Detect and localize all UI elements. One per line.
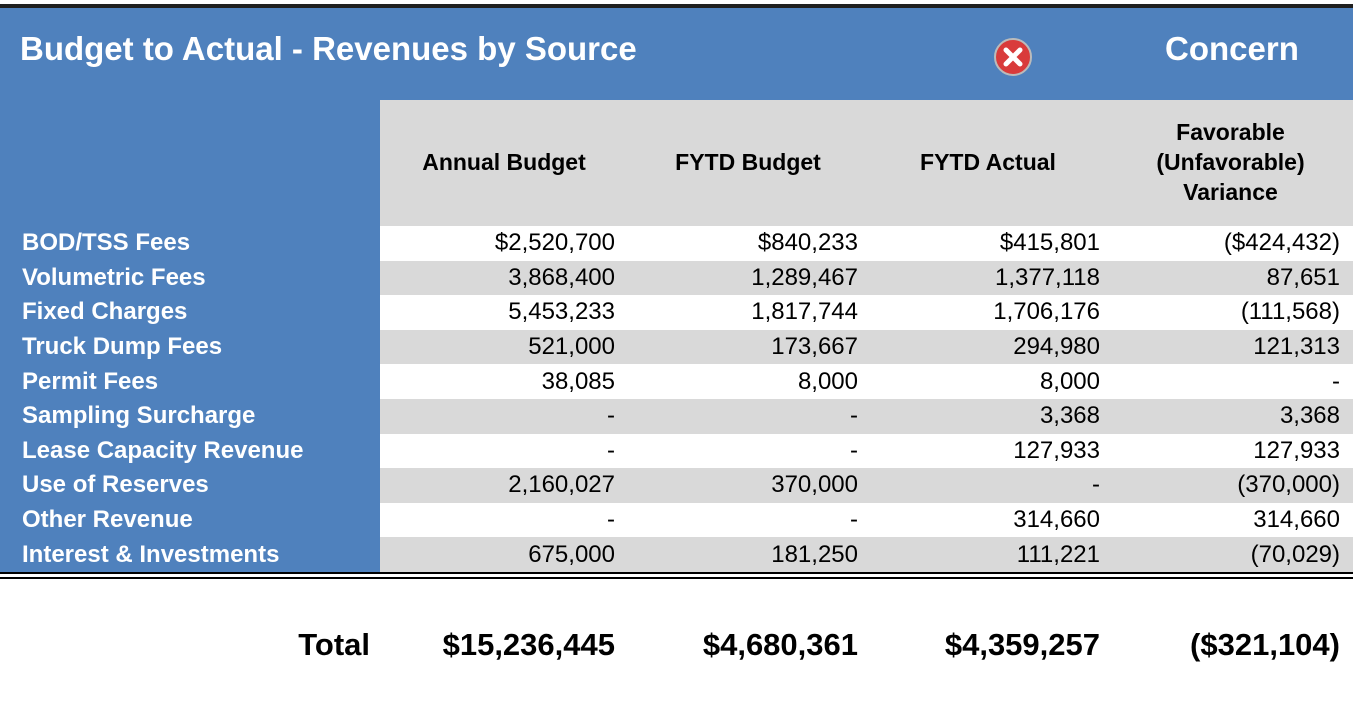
cell-value: 3,368 — [1279, 402, 1340, 430]
title-bar — [0, 8, 1353, 100]
cell-value: - — [850, 506, 858, 534]
double-rule — [0, 577, 1353, 579]
cell-value: (70,029) — [1250, 540, 1340, 568]
top-rule — [0, 4, 1353, 8]
status: Concern — [1165, 30, 1299, 67]
cell-value: 1,817,744 — [751, 298, 858, 326]
cell-value: 8,000 — [797, 367, 858, 395]
cell-value: 314,660 — [1253, 506, 1340, 534]
cell-value: 1,377,118 — [995, 263, 1100, 291]
row-label: Other Revenue — [22, 506, 193, 534]
cell-value: 181,250 — [771, 540, 858, 568]
cell-value: ($424,432) — [1223, 229, 1340, 257]
cell-value: 314,660 — [1013, 506, 1100, 534]
cell-value: $840,233 — [757, 229, 858, 257]
total-label: Total — [298, 627, 370, 662]
row-band — [380, 329, 1353, 365]
cell-value: (370,000) — [1237, 471, 1340, 499]
row-band — [380, 537, 1353, 572]
row-band — [380, 468, 1353, 503]
cell-value: - — [1092, 471, 1100, 499]
status-icon — [994, 38, 1032, 76]
cell-value: 38,085 — [541, 367, 615, 395]
cell-value: 1,706,176 — [993, 298, 1100, 326]
cell-value: 2,160,027 — [508, 471, 615, 499]
cell-value: 87,651 — [1266, 263, 1340, 291]
row-label: Sampling Surcharge — [22, 402, 256, 430]
cell-value: 8,000 — [1039, 367, 1100, 395]
cell-value: 127,933 — [1253, 436, 1340, 464]
column-header: Favorable (Unfavorable) Variance — [1156, 119, 1305, 205]
cell-value: 3,868,400 — [508, 263, 615, 291]
cell-value: - — [850, 436, 858, 464]
cell-value: - — [607, 436, 615, 464]
double-rule — [0, 572, 1353, 574]
row-label: Lease Capacity Revenue — [22, 436, 304, 464]
row-label: Interest & Investments — [22, 540, 280, 568]
header-row — [380, 100, 1353, 226]
total-value: ($321,104) — [1190, 627, 1340, 662]
total-value: $4,680,361 — [702, 627, 858, 662]
row-label: Truck Dump Fees — [22, 333, 223, 361]
total-value: $4,359,257 — [944, 627, 1100, 662]
cell-value: 111,221 — [1016, 540, 1100, 568]
cell-value: 173,667 — [771, 333, 858, 361]
column-header: Annual Budget — [422, 149, 586, 176]
cell-value: - — [607, 402, 615, 430]
row-label: Use of Reserves — [22, 471, 209, 499]
row-label: BOD/TSS Fees — [22, 229, 191, 257]
row-band — [380, 399, 1353, 434]
cell-value: $415,801 — [999, 229, 1100, 257]
column-header: FYTD Actual — [920, 149, 1056, 176]
cell-value: - — [607, 506, 615, 534]
cell-value: (111,568) — [1240, 298, 1340, 326]
title: Budget to Actual - Revenues by Source — [20, 30, 637, 67]
row-band — [380, 260, 1353, 296]
row-label: Permit Fees — [22, 367, 159, 395]
cell-value: 294,980 — [1013, 333, 1100, 361]
cell-value: 1,289,467 — [751, 263, 858, 291]
cell-value: 521,000 — [528, 333, 615, 361]
cell-value: - — [1332, 367, 1340, 395]
cell-value: $2,520,700 — [494, 229, 615, 257]
row-label: Volumetric Fees — [22, 263, 206, 291]
cell-value: 675,000 — [528, 540, 615, 568]
cell-value: 121,313 — [1253, 333, 1340, 361]
total-value: $15,236,445 — [442, 627, 615, 662]
row-label: Fixed Charges — [22, 298, 188, 326]
cell-value: 370,000 — [771, 471, 858, 499]
label-column — [0, 100, 380, 572]
column-header: FYTD Budget — [675, 149, 821, 176]
cell-value: 5,453,233 — [508, 298, 615, 326]
cell-value: 3,368 — [1039, 402, 1100, 430]
cell-value: 127,933 — [1013, 436, 1100, 464]
cell-value: - — [850, 402, 858, 430]
